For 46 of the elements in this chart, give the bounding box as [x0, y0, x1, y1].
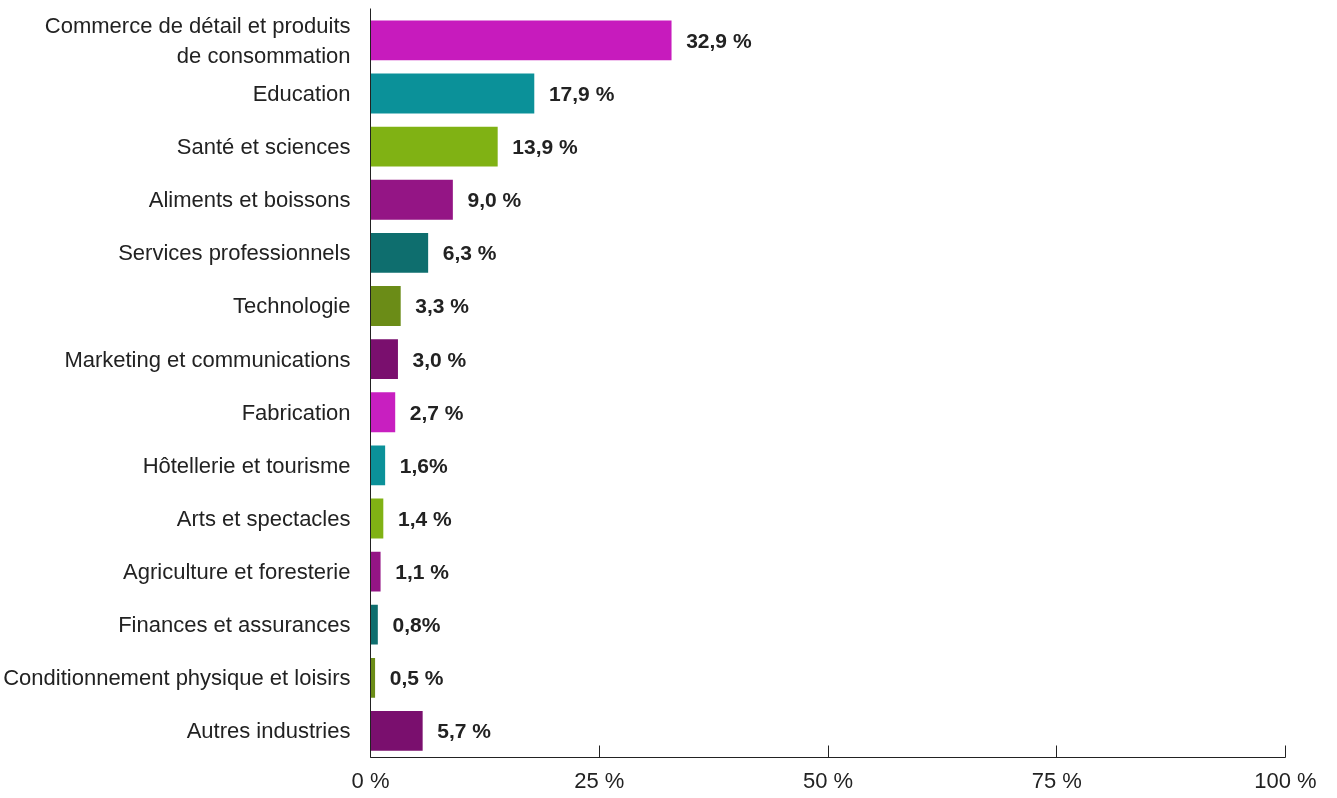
x-tick-label: 25 %	[574, 767, 625, 793]
x-tick-label: 100 %	[1254, 767, 1317, 793]
data-label: 6,3 %	[442, 241, 497, 265]
bar	[370, 604, 378, 645]
y-tick-label: Services professionnels	[118, 240, 351, 266]
data-label: 5,7 %	[437, 719, 492, 743]
bar	[370, 339, 398, 380]
x-tick-label: 50 %	[802, 767, 854, 793]
data-label: 0,8%	[392, 613, 441, 637]
data-label: 17,9 %	[548, 81, 615, 105]
y-tick-label: Commerce de détail et produits de consommation	[44, 12, 351, 68]
bar	[370, 20, 672, 61]
y-tick-label: Education	[252, 80, 351, 106]
data-label: 2,7 %	[409, 400, 464, 424]
bar	[370, 711, 423, 751]
bar	[370, 445, 386, 486]
y-tick-label: Hôtellerie et tourisme	[142, 452, 351, 478]
bar	[370, 73, 535, 114]
data-label: 1,6%	[399, 453, 448, 477]
data-label: 1,4 %	[397, 506, 452, 530]
bar	[370, 498, 384, 539]
data-label: 3,0 %	[412, 347, 467, 371]
data-label: 0,5 %	[389, 666, 444, 690]
data-label: 3,3 %	[415, 294, 470, 318]
y-tick-label: Aliments et boissons	[148, 187, 351, 213]
data-label: 13,9 %	[512, 135, 579, 159]
bar	[370, 551, 381, 592]
bar	[370, 286, 401, 326]
y-tick-label: Finances et assurances	[118, 612, 351, 638]
bar	[370, 392, 396, 433]
data-label: 32,9 %	[686, 28, 752, 52]
x-tick-label: 75 %	[1031, 767, 1082, 793]
y-tick-label: Fabrication	[241, 399, 351, 425]
y-tick-label: Autres industries	[186, 718, 351, 744]
x-tick-label: 0 %	[351, 767, 390, 793]
y-tick-label: Santé et sciences	[176, 134, 351, 160]
y-tick-label: Agriculture et foresterie	[123, 559, 351, 585]
data-label: 9,0 %	[467, 188, 522, 212]
data-label: 1,1 %	[395, 560, 450, 584]
y-tick-label: Marketing et communications	[64, 346, 351, 372]
y-tick-label: Arts et spectacles	[176, 505, 351, 531]
y-tick-label: Conditionnement physique et loisirs	[3, 665, 351, 691]
bar	[370, 126, 498, 167]
bar	[370, 232, 429, 273]
bar	[370, 179, 453, 220]
y-tick-label: Technologie	[233, 293, 351, 319]
